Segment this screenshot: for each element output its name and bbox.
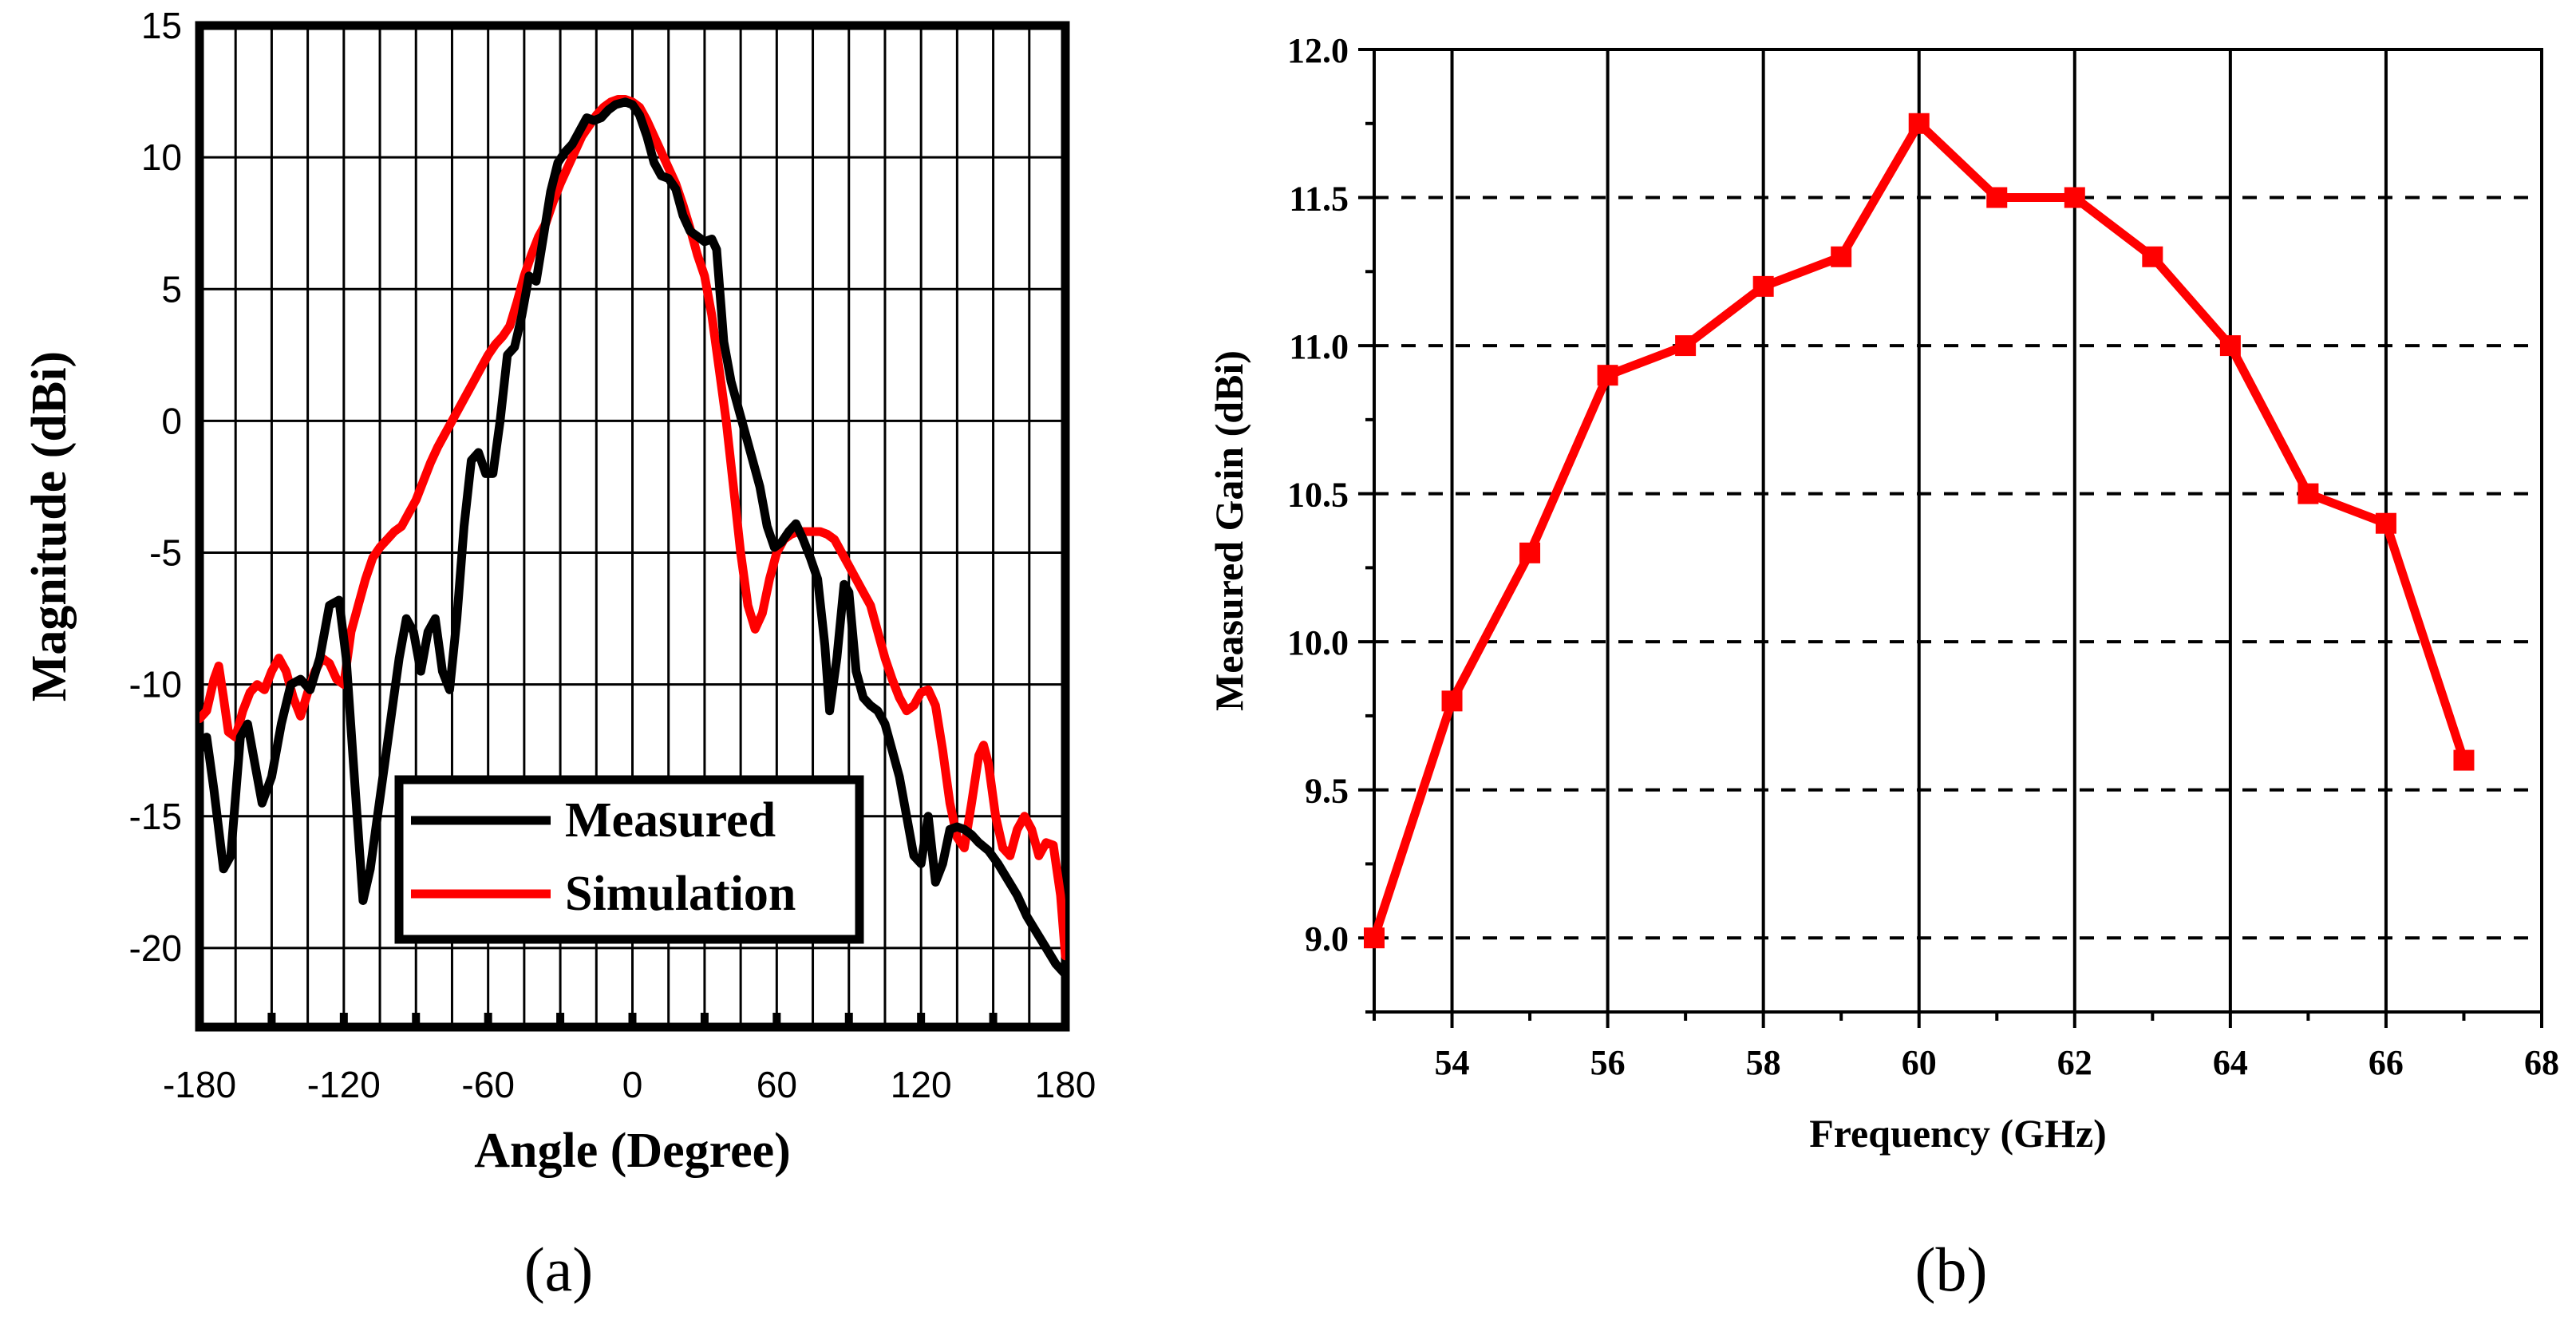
data-point-marker: [2142, 246, 2163, 267]
x-tick-label: 54: [1435, 1043, 1470, 1082]
data-point-marker: [1364, 927, 1385, 949]
data-point-marker: [1831, 246, 1852, 267]
x-axis-title: Angle (Degree): [474, 1124, 791, 1178]
x-tick-label: 64: [2213, 1043, 2248, 1082]
y-axis-title: Measured Gain (dBi): [1207, 350, 1251, 711]
x-tick-label: 0: [622, 1064, 643, 1105]
data-point-marker: [2297, 483, 2319, 504]
legend: Measured Simulation: [394, 775, 864, 944]
data-point-marker: [1908, 113, 1930, 134]
y-tick-label: 10: [141, 136, 182, 178]
x-tick-label: 66: [2369, 1043, 2404, 1082]
x-tick-label: 62: [2057, 1043, 2092, 1082]
y-tick-label: 5: [161, 268, 182, 310]
x-axis-title: Frequency (GHz): [1809, 1111, 2107, 1156]
data-point-marker: [2375, 512, 2396, 534]
y-tick-label: 9.5: [1305, 772, 1349, 811]
y-tick-label: -10: [129, 664, 182, 705]
x-tick-label: 60: [757, 1064, 797, 1105]
data-point-marker: [1597, 365, 1618, 386]
x-tick-label: -60: [461, 1064, 514, 1105]
data-point-marker: [1519, 542, 1541, 563]
series-line-measured: [200, 97, 1065, 979]
y-tick-label: 11.5: [1289, 180, 1349, 219]
series-group: [200, 95, 1065, 979]
y-tick-label: 12.0: [1287, 31, 1349, 70]
y-tick-label: -15: [129, 796, 182, 837]
panel-label-b: (b): [1915, 1235, 1988, 1304]
y-tick-label: 0: [161, 400, 182, 441]
legend-label-simulation: Simulation: [565, 867, 796, 921]
legend-box: [394, 775, 864, 944]
x-tick-label: -120: [307, 1064, 381, 1105]
panel-b-chart: 54 56 58 60 62 64 66 68 9.0 9.5 10.0 10.5 11.0 11.5 12…: [1207, 31, 2559, 1304]
x-tick-label: -180: [163, 1064, 236, 1105]
y-tick-label: -20: [129, 927, 182, 969]
x-tick-label: 180: [1035, 1064, 1096, 1105]
legend-label-measured: Measured: [565, 793, 776, 848]
y-axis-title: Magnitude (dBi): [22, 351, 77, 702]
y-tick-label: -5: [149, 532, 182, 574]
panel-a-chart: -180 -120 -60 0 60 120 180 -20 -15 -10 -5 0 5 10 15 Ang…: [22, 5, 1096, 1304]
data-point-marker: [2453, 749, 2475, 771]
y-tick-label: 10.5: [1287, 476, 1349, 515]
data-point-marker: [1675, 335, 1697, 357]
data-point-marker: [2064, 187, 2085, 208]
x-tick-label: 58: [1746, 1043, 1781, 1082]
data-point-marker: [1752, 275, 1774, 297]
x-tick-label: 60: [1902, 1043, 1937, 1082]
plot-frame: [1373, 48, 2543, 1014]
panel-label-a: (a): [524, 1235, 594, 1304]
x-tick-label: 68: [2524, 1043, 2559, 1082]
y-tick-label: 9.0: [1305, 919, 1349, 958]
data-point-marker: [2219, 335, 2241, 357]
data-point-marker: [1441, 690, 1463, 712]
x-tick-label: 120: [891, 1064, 952, 1105]
y-tick-label: 11.0: [1289, 327, 1349, 366]
data-point-marker: [1986, 187, 2008, 208]
y-tick-label: 15: [141, 5, 182, 46]
x-tick-label: 56: [1590, 1043, 1626, 1082]
y-tick-label: 10.0: [1287, 623, 1349, 662]
